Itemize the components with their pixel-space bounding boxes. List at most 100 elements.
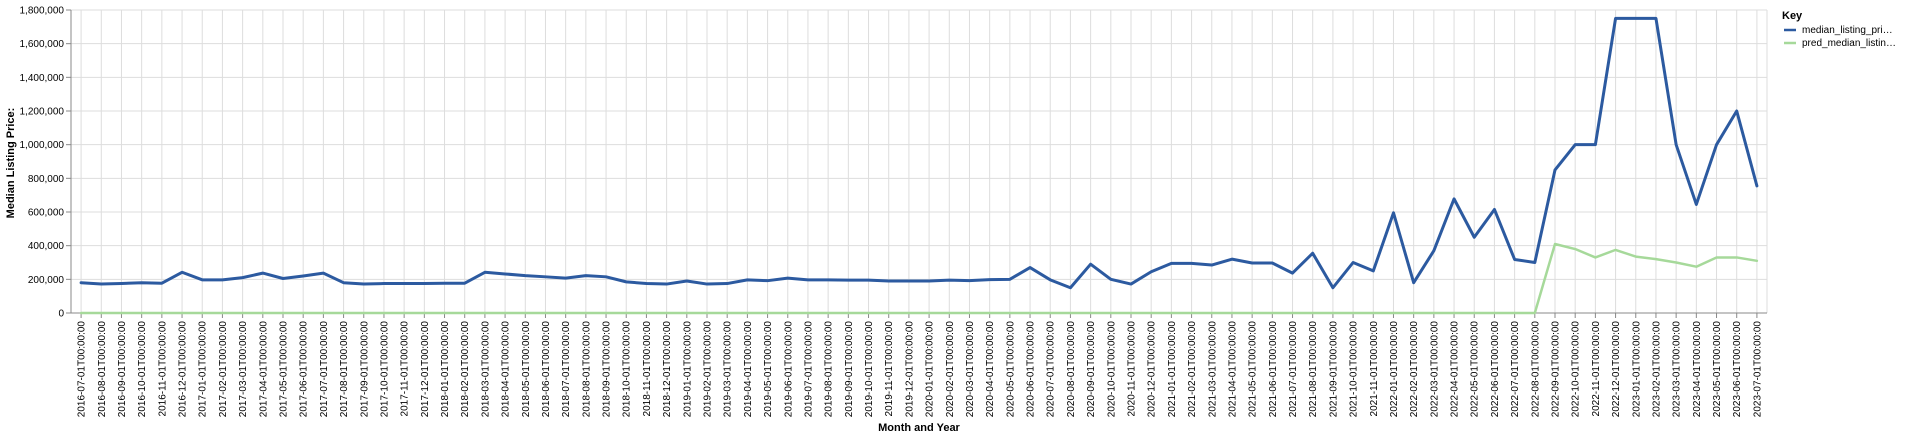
x-tick-label: 2019-12-01T00:00:00 — [904, 321, 915, 418]
x-tick-label: 2018-08-01T00:00:00 — [581, 321, 592, 418]
x-tick-label: 2018-05-01T00:00:00 — [521, 321, 532, 418]
x-tick-label: 2021-08-01T00:00:00 — [1308, 321, 1319, 418]
series — [79, 16, 1759, 315]
x-tick-label: 2021-09-01T00:00:00 — [1328, 321, 1339, 418]
x-tick-label: 2018-06-01T00:00:00 — [541, 321, 552, 418]
legend-label: pred_median_listin… — [1802, 38, 1896, 49]
y-tick-label: 1,000,000 — [20, 140, 65, 151]
x-tick-label: 2023-05-01T00:00:00 — [1712, 321, 1723, 418]
x-tick-label: 2022-01-01T00:00:00 — [1389, 321, 1400, 418]
x-tick-label: 2018-09-01T00:00:00 — [602, 321, 613, 418]
x-tick-label: 2019-03-01T00:00:00 — [723, 321, 734, 418]
x-tick-label: 2022-03-01T00:00:00 — [1429, 321, 1440, 418]
legend-title: Key — [1782, 10, 1803, 22]
x-tick-label: 2020-01-01T00:00:00 — [925, 321, 936, 418]
x-tick-label: 2019-10-01T00:00:00 — [864, 321, 875, 418]
x-tick-label: 2020-06-01T00:00:00 — [1026, 321, 1037, 418]
x-tick-label: 2022-09-01T00:00:00 — [1551, 321, 1562, 418]
grid — [71, 9, 1768, 314]
x-tick-label: 2023-06-01T00:00:00 — [1732, 321, 1743, 418]
x-axis-title: Month and Year — [878, 422, 960, 434]
x-tick-label: 2022-04-01T00:00:00 — [1450, 321, 1461, 418]
x-tick-label: 2018-03-01T00:00:00 — [480, 321, 491, 418]
x-tick-label: 2022-02-01T00:00:00 — [1409, 321, 1420, 418]
x-tick-label: 2017-04-01T00:00:00 — [258, 321, 269, 418]
y-tick-label: 1,600,000 — [20, 39, 65, 50]
x-tick-label: 2018-04-01T00:00:00 — [501, 321, 512, 418]
series-line-pred-median-listing-price — [79, 242, 1759, 315]
x-tick-label: 2017-01-01T00:00:00 — [198, 321, 209, 418]
x-tick-label: 2020-09-01T00:00:00 — [1086, 321, 1097, 418]
x-tick-label: 2019-07-01T00:00:00 — [803, 321, 814, 418]
x-tick-label: 2017-09-01T00:00:00 — [359, 321, 370, 418]
x-tick-label: 2023-03-01T00:00:00 — [1672, 321, 1683, 418]
x-tick-label: 2020-05-01T00:00:00 — [1005, 321, 1016, 418]
y-tick-label: 800,000 — [28, 174, 65, 185]
x-tick-label: 2021-10-01T00:00:00 — [1349, 321, 1360, 418]
x-tick-label: 2019-11-01T00:00:00 — [884, 321, 895, 417]
x-tick-label: 2017-06-01T00:00:00 — [299, 321, 310, 418]
x-tick-label: 2018-10-01T00:00:00 — [622, 321, 633, 418]
x-tick-label: 2020-02-01T00:00:00 — [945, 321, 956, 418]
x-tick-label: 2019-08-01T00:00:00 — [824, 321, 835, 418]
y-tick-label: 600,000 — [28, 208, 65, 219]
x-tick-label: 2022-12-01T00:00:00 — [1611, 321, 1622, 418]
x-tick-label: 2018-07-01T00:00:00 — [561, 321, 572, 418]
x-tick-label: 2019-09-01T00:00:00 — [844, 321, 855, 418]
y-tick-label: 400,000 — [28, 241, 65, 252]
x-tick-label: 2021-01-01T00:00:00 — [1167, 321, 1178, 418]
x-tick-label: 2018-02-01T00:00:00 — [460, 321, 471, 418]
x-tick-label: 2022-10-01T00:00:00 — [1571, 321, 1582, 418]
x-tick-label: 2016-12-01T00:00:00 — [178, 321, 189, 418]
x-tick-label: 2019-06-01T00:00:00 — [783, 321, 794, 418]
x-tick-label: 2021-04-01T00:00:00 — [1227, 321, 1238, 418]
x-tick-label: 2022-06-01T00:00:00 — [1490, 321, 1501, 418]
y-axis: 0 200,000 400,000 600,000 800,000 1,000,000 1,… — [20, 6, 72, 320]
x-tick-label: 2023-04-01T00:00:00 — [1692, 321, 1703, 418]
x-tick-label: 2021-03-01T00:00:00 — [1207, 321, 1218, 418]
x-tick-label: 2020-03-01T00:00:00 — [965, 321, 976, 418]
y-tick-label: 0 — [58, 309, 64, 320]
x-tick-label: 2017-08-01T00:00:00 — [339, 321, 350, 418]
x-tick-label: 2020-12-01T00:00:00 — [1147, 321, 1158, 418]
y-tick-label: 200,000 — [28, 275, 65, 286]
x-tick-label: 2016-11-01T00:00:00 — [157, 321, 168, 417]
x-tick-label: 2018-11-01T00:00:00 — [642, 321, 653, 417]
y-axis-title: Median Listing Price: — [5, 108, 17, 219]
x-tick-label: 2020-07-01T00:00:00 — [1046, 321, 1057, 418]
x-tick-label: 2020-10-01T00:00:00 — [1106, 321, 1117, 418]
x-tick-label: 2018-12-01T00:00:00 — [662, 321, 673, 418]
x-tick-label: 2021-06-01T00:00:00 — [1268, 321, 1279, 418]
x-tick-label: 2019-04-01T00:00:00 — [743, 321, 754, 418]
legend-label: median_listing_pri… — [1802, 25, 1893, 36]
x-tick-label: 2016-09-01T00:00:00 — [117, 321, 128, 418]
x-tick-label: 2020-04-01T00:00:00 — [985, 321, 996, 418]
series-line-median-listing-price — [79, 16, 1759, 290]
x-tick-label: 2017-02-01T00:00:00 — [218, 321, 229, 418]
x-tick-label: 2017-05-01T00:00:00 — [279, 321, 290, 418]
x-tick-label: 2017-10-01T00:00:00 — [379, 321, 390, 418]
x-tick-label: 2020-08-01T00:00:00 — [1066, 321, 1077, 418]
x-tick-label: 2023-01-01T00:00:00 — [1631, 321, 1642, 418]
x-tick-label: 2021-05-01T00:00:00 — [1248, 321, 1259, 418]
x-axis: 2016-07-01T00:00:00 2016-08-01T00:00:00 20… — [71, 312, 1767, 418]
x-tick-label: 2016-10-01T00:00:00 — [137, 321, 148, 418]
legend: Key median_listing_pri… pred_median_listi… — [1782, 10, 1896, 49]
x-tick-label: 2017-07-01T00:00:00 — [319, 321, 330, 418]
x-tick-label: 2022-11-01T00:00:00 — [1591, 321, 1602, 417]
x-tick-label: 2019-05-01T00:00:00 — [763, 321, 774, 418]
y-tick-label: 1,400,000 — [20, 73, 65, 84]
x-tick-label: 2019-01-01T00:00:00 — [682, 321, 693, 418]
x-tick-label: 2021-07-01T00:00:00 — [1288, 321, 1299, 418]
y-tick-label: 1,200,000 — [20, 107, 65, 118]
x-tick-label: 2016-08-01T00:00:00 — [97, 321, 108, 418]
y-tick-label: 1,800,000 — [20, 6, 65, 17]
x-tick-label: 2022-08-01T00:00:00 — [1530, 321, 1541, 418]
x-tick-label: 2021-11-01T00:00:00 — [1369, 321, 1380, 417]
x-tick-label: 2017-11-01T00:00:00 — [400, 321, 411, 417]
x-tick-label: 2022-07-01T00:00:00 — [1510, 321, 1521, 418]
x-tick-label: 2023-02-01T00:00:00 — [1651, 321, 1662, 418]
x-tick-label: 2017-03-01T00:00:00 — [238, 321, 249, 418]
